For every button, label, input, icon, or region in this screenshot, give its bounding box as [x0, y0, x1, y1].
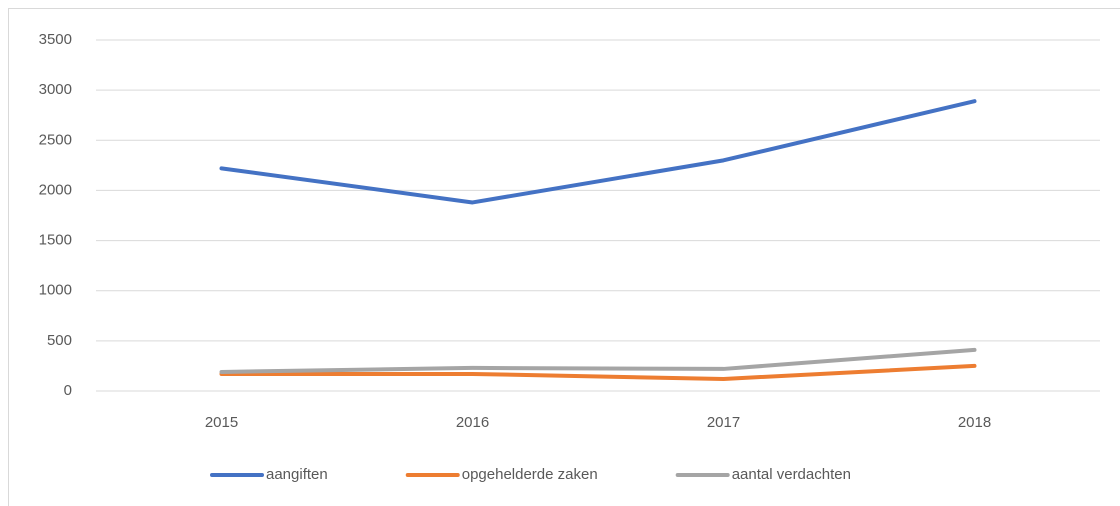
y-tick-label: 3500 — [39, 31, 72, 48]
x-tick-label: 2018 — [958, 414, 991, 431]
x-tick-label: 2016 — [456, 414, 489, 431]
y-tick-label: 1000 — [39, 282, 72, 299]
y-tick-label: 3000 — [39, 81, 72, 98]
legend-label: aantal verdachten — [732, 466, 851, 483]
y-tick-label: 2000 — [39, 181, 72, 198]
line-series — [219, 363, 977, 381]
y-tick-label: 500 — [47, 332, 72, 349]
line-series — [219, 99, 977, 205]
y-tick-label: 2500 — [39, 131, 72, 148]
x-tick-label: 2015 — [205, 414, 238, 431]
legend-label: aangiften — [266, 466, 328, 483]
line-series — [219, 347, 977, 374]
chart-border — [8, 8, 1120, 506]
legend-label: opgehelderde zaken — [462, 466, 598, 483]
y-tick-label: 1500 — [39, 232, 72, 249]
y-tick-label: 0 — [64, 382, 72, 399]
x-tick-label: 2017 — [707, 414, 740, 431]
